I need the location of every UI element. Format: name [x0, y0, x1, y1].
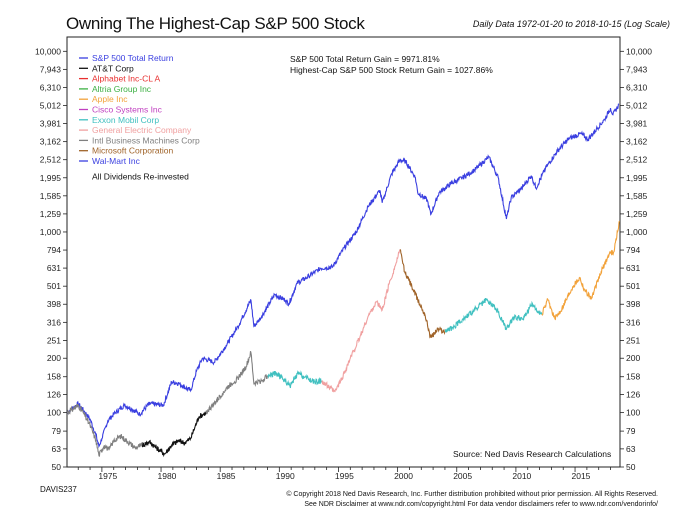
- legend-label: Alphabet Inc-CL A: [92, 74, 161, 84]
- x-tick-label: 1995: [335, 471, 354, 481]
- y-tick-label-left: 100: [47, 408, 61, 418]
- y-tick-label-left: 3,162: [40, 137, 62, 147]
- legend-label: S&P 500 Total Return: [92, 53, 174, 63]
- highest-cap-segment-exxon-mobil-corp: [267, 370, 323, 389]
- y-tick-label-left: 794: [47, 245, 61, 255]
- y-tick-label-right: 5,012: [626, 100, 648, 110]
- y-tick-label-left: 316: [47, 317, 61, 327]
- y-tick-label-right: 7,943: [626, 64, 648, 74]
- y-tick-label-right: 50: [626, 462, 636, 472]
- y-tick-label-left: 79: [52, 426, 62, 436]
- legend-label: General Electric Company: [92, 125, 192, 135]
- y-tick-label-right: 251: [626, 335, 640, 345]
- y-tick-label-right: 3,981: [626, 119, 648, 129]
- y-tick-label-left: 1,995: [40, 173, 62, 183]
- stock-gain-stat: Highest-Cap S&P 500 Stock Return Gain = …: [290, 65, 493, 75]
- highest-cap-segment-intl-business-machines-corp: [66, 403, 143, 457]
- y-tick-label-left: 6,310: [40, 82, 62, 92]
- x-tick-label: 2015: [572, 471, 591, 481]
- y-tick-label-right: 10,000: [626, 46, 652, 56]
- y-tick-label-left: 126: [47, 389, 61, 399]
- y-tick-label-right: 501: [626, 281, 640, 291]
- source-note: Source: Ned Davis Research Calculations: [453, 449, 611, 459]
- y-tick-label-left: 5,012: [40, 100, 62, 110]
- legend-label: Cisco Systems Inc: [92, 105, 163, 115]
- y-tick-label-right: 2,512: [626, 155, 648, 165]
- legend-label: Wal-Mart Inc: [92, 156, 141, 166]
- x-tick-label: 2005: [453, 471, 472, 481]
- y-tick-label-right: 200: [626, 353, 640, 363]
- legend-label: AT&T Corp: [92, 63, 134, 73]
- y-tick-label-right: 316: [626, 317, 640, 327]
- legend-label: Altria Group Inc: [92, 84, 152, 94]
- legend-label: Intl Business Machines Corp: [92, 135, 200, 145]
- y-tick-label-left: 50: [52, 462, 62, 472]
- y-tick-label-right: 1,000: [626, 227, 648, 237]
- x-tick-label: 2010: [512, 471, 531, 481]
- highest-cap-segment-microsoft-corporation: [399, 249, 446, 339]
- highest-cap-segment-exxon-mobil-corp: [444, 297, 543, 333]
- y-tick-label-left: 501: [47, 281, 61, 291]
- y-tick-label-right: 6,310: [626, 82, 648, 92]
- y-tick-label-left: 251: [47, 335, 61, 345]
- y-tick-label-right: 398: [626, 299, 640, 309]
- y-tick-label-left: 1,259: [40, 209, 62, 219]
- legend-label: Exxon Mobil Corp: [92, 115, 159, 125]
- highest-cap-segment-general-electric-company: [321, 249, 401, 393]
- chart-id: DAVIS237: [40, 485, 77, 494]
- y-tick-label-right: 631: [626, 263, 640, 273]
- y-tick-label-left: 631: [47, 263, 61, 273]
- y-tick-label-right: 794: [626, 245, 640, 255]
- sp500-gain-stat: S&P 500 Total Return Gain = 9971.81%: [290, 54, 440, 64]
- y-tick-label-left: 1,000: [40, 227, 62, 237]
- x-tick-label: 1985: [217, 471, 236, 481]
- y-tick-label-right: 79: [626, 426, 636, 436]
- y-tick-label-left: 2,512: [40, 155, 62, 165]
- legend-label: Apple Inc: [92, 94, 128, 104]
- y-tick-label-right: 1,995: [626, 173, 648, 183]
- y-tick-label-left: 398: [47, 299, 61, 309]
- y-tick-label-right: 1,259: [626, 209, 648, 219]
- y-tick-label-right: 63: [626, 444, 636, 454]
- y-tick-label-right: 3,162: [626, 137, 648, 147]
- y-tick-label-left: 1,585: [40, 191, 62, 201]
- dividends-note: All Dividends Re-invested: [92, 171, 189, 181]
- y-tick-label-right: 158: [626, 372, 640, 382]
- highest-cap-segment-apple-inc: [541, 220, 620, 321]
- sp500-total-return-line: [66, 103, 620, 449]
- legend-label: Microsoft Corporation: [92, 146, 174, 156]
- y-tick-label-left: 10,000: [35, 46, 61, 56]
- y-tick-label-left: 158: [47, 372, 61, 382]
- y-tick-label-left: 200: [47, 353, 61, 363]
- copyright-line-2: See NDR Disclaimer at www.ndr.com/copyri…: [304, 501, 658, 508]
- y-tick-label-right: 1,585: [626, 191, 648, 201]
- y-tick-label-left: 7,943: [40, 64, 62, 74]
- y-tick-label-right: 126: [626, 389, 640, 399]
- x-tick-label: 1975: [98, 471, 117, 481]
- y-tick-label-left: 3,981: [40, 119, 62, 129]
- highest-cap-segment-at-t-corp: [141, 411, 207, 458]
- chart-subtitle: Daily Data 1972-01-20 to 2018-10-15 (Log…: [472, 19, 670, 29]
- chart-title: Owning The Highest-Cap S&P 500 Stock: [66, 14, 365, 33]
- x-tick-label: 1990: [276, 471, 295, 481]
- highest-cap-segment-intl-business-machines-corp: [205, 351, 269, 415]
- plot-frame: [66, 36, 621, 468]
- x-tick-label: 1980: [157, 471, 176, 481]
- copyright-notice: © Copyright 2018 Ned Davis Research, Inc…: [286, 490, 658, 510]
- x-tick-label: 2000: [394, 471, 413, 481]
- y-tick-label-right: 100: [626, 408, 640, 418]
- y-tick-label-left: 63: [52, 444, 62, 454]
- copyright-line-1: © Copyright 2018 Ned Davis Research, Inc…: [286, 491, 658, 498]
